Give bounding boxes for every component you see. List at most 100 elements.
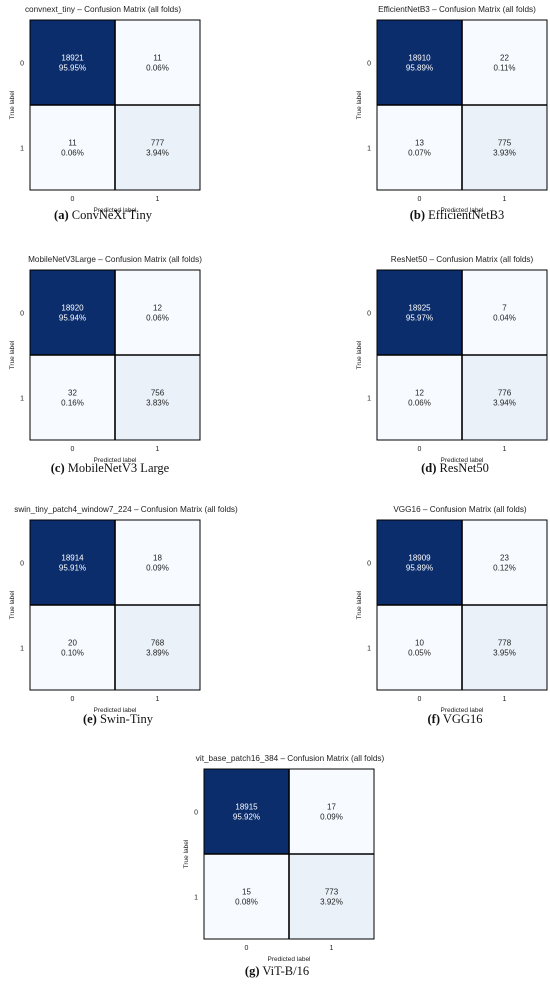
- confusion-matrix-panel-2: EfficientNetB3 – Confusion Matrix (all f…: [356, 5, 548, 222]
- y-axis-label: True label: [9, 340, 16, 369]
- x-tick-label: 0: [245, 945, 249, 952]
- chart-title: vit_base_patch16_384 – Confusion Matrix …: [196, 754, 385, 763]
- confusion-matrix-panel-5: swin_tiny_patch4_window7_224 – Confusion…: [9, 505, 238, 726]
- y-axis-label: True label: [356, 90, 363, 119]
- x-tick-label: 0: [418, 196, 422, 203]
- y-tick-label: 1: [367, 646, 371, 653]
- cell-percent-label: 0.09%: [146, 564, 169, 573]
- matrix-cell: [377, 355, 462, 440]
- x-axis-label: Predicted label: [94, 707, 138, 714]
- caption-text: ConvNeXt Tiny: [69, 208, 153, 222]
- cell-count-label: 18914: [61, 554, 84, 563]
- cell-percent-label: 95.91%: [59, 564, 86, 573]
- cell-count-label: 13: [415, 139, 424, 148]
- cell-count-label: 18925: [408, 304, 431, 313]
- matrix-cell: [289, 854, 374, 939]
- matrix-cell: [115, 355, 200, 440]
- cell-count-label: 23: [500, 554, 509, 563]
- caption-letter: (g): [245, 964, 260, 978]
- subfigure-caption: (d) ResNet50: [421, 461, 489, 475]
- y-tick-label: 0: [194, 810, 198, 817]
- x-tick-label: 1: [330, 945, 334, 952]
- cell-percent-label: 0.09%: [320, 813, 343, 822]
- matrix-cell: [462, 520, 547, 605]
- cell-percent-label: 0.06%: [146, 314, 169, 323]
- cell-count-label: 10: [415, 639, 424, 648]
- caption-text: VGG16: [440, 712, 482, 726]
- cell-count-label: 17: [327, 803, 336, 812]
- caption-text: Swin-Tiny: [97, 712, 154, 726]
- x-axis-label: Predicted label: [94, 207, 138, 214]
- cell-percent-label: 95.89%: [406, 64, 433, 73]
- y-tick-label: 0: [367, 311, 371, 318]
- caption-letter: (c): [51, 461, 65, 475]
- cell-count-label: 18: [153, 554, 162, 563]
- cell-count-label: 11: [68, 139, 77, 148]
- matrix-cell: [115, 270, 200, 355]
- y-tick-label: 1: [194, 895, 198, 902]
- cell-count-label: 776: [498, 389, 512, 398]
- cell-percent-label: 0.07%: [408, 149, 431, 158]
- matrix-cell: [462, 355, 547, 440]
- y-tick-label: 1: [20, 646, 24, 653]
- x-tick-label: 0: [71, 446, 75, 453]
- y-tick-label: 1: [367, 146, 371, 153]
- matrix-cell: [462, 605, 547, 690]
- x-axis-label: Predicted label: [94, 457, 138, 464]
- confusion-matrix-panel-6: VGG16 – Confusion Matrix (all folds) 1890…: [356, 505, 548, 726]
- cell-percent-label: 3.95%: [493, 649, 516, 658]
- chart-title: EfficientNetB3 – Confusion Matrix (all f…: [378, 5, 536, 14]
- matrix-cell: [462, 20, 547, 105]
- cell-count-label: 18920: [61, 304, 84, 313]
- caption-text: EfficientNetB3: [425, 208, 504, 222]
- matrix-cell: [115, 20, 200, 105]
- subfigure-caption: (f) VGG16: [428, 712, 483, 726]
- chart-title: swin_tiny_patch4_window7_224 – Confusion…: [14, 505, 238, 514]
- x-tick-label: 1: [503, 696, 507, 703]
- cell-percent-label: 0.06%: [408, 399, 431, 408]
- matrix-cell: [377, 20, 462, 105]
- matrix-cell: [30, 270, 115, 355]
- matrix-cell: [115, 105, 200, 190]
- subfigure-caption: (c) MobileNetV3 Large: [51, 461, 170, 475]
- cell-count-label: 18921: [61, 54, 84, 63]
- subfigure-caption: (b) EfficientNetB3: [410, 208, 505, 222]
- x-axis-label: Predicted label: [441, 207, 485, 214]
- cell-count-label: 15: [242, 888, 251, 897]
- cell-percent-label: 0.05%: [408, 649, 431, 658]
- y-axis-label: True label: [356, 590, 363, 619]
- x-tick-label: 0: [71, 696, 75, 703]
- x-axis-label: Predicted label: [441, 457, 485, 464]
- matrix-cell: [30, 605, 115, 690]
- matrix-cell: [377, 105, 462, 190]
- x-axis-label: Predicted label: [441, 707, 485, 714]
- x-tick-label: 1: [503, 446, 507, 453]
- x-tick-label: 1: [156, 446, 160, 453]
- cell-count-label: 773: [325, 888, 339, 897]
- matrix-cell: [115, 605, 200, 690]
- x-tick-label: 0: [418, 446, 422, 453]
- chart-title: ResNet50 – Confusion Matrix (all folds): [391, 255, 534, 264]
- cell-count-label: 22: [500, 54, 509, 63]
- y-tick-label: 0: [367, 561, 371, 568]
- confusion-matrix-panel-7: vit_base_patch16_384 – Confusion Matrix …: [183, 754, 384, 978]
- chart-title: VGG16 – Confusion Matrix (all folds): [393, 505, 527, 514]
- cell-count-label: 12: [153, 304, 162, 313]
- cell-percent-label: 0.11%: [493, 64, 515, 73]
- cell-count-label: 756: [151, 389, 165, 398]
- x-tick-label: 0: [71, 196, 75, 203]
- x-tick-label: 1: [156, 196, 160, 203]
- y-axis-label: True label: [9, 590, 16, 619]
- matrix-cell: [377, 520, 462, 605]
- chart-title: convnext_tiny – Confusion Matrix (all fo…: [25, 5, 181, 14]
- cell-percent-label: 0.06%: [146, 64, 169, 73]
- y-axis-label: True label: [9, 90, 16, 119]
- y-tick-label: 1: [367, 396, 371, 403]
- cell-count-label: 18915: [235, 803, 258, 812]
- cell-percent-label: 95.92%: [233, 813, 260, 822]
- x-tick-label: 0: [418, 696, 422, 703]
- subfigure-caption: (g) ViT-B/16: [245, 964, 309, 978]
- cell-percent-label: 3.83%: [146, 399, 169, 408]
- x-axis-label: Predicted label: [268, 956, 312, 963]
- y-tick-label: 0: [20, 61, 24, 68]
